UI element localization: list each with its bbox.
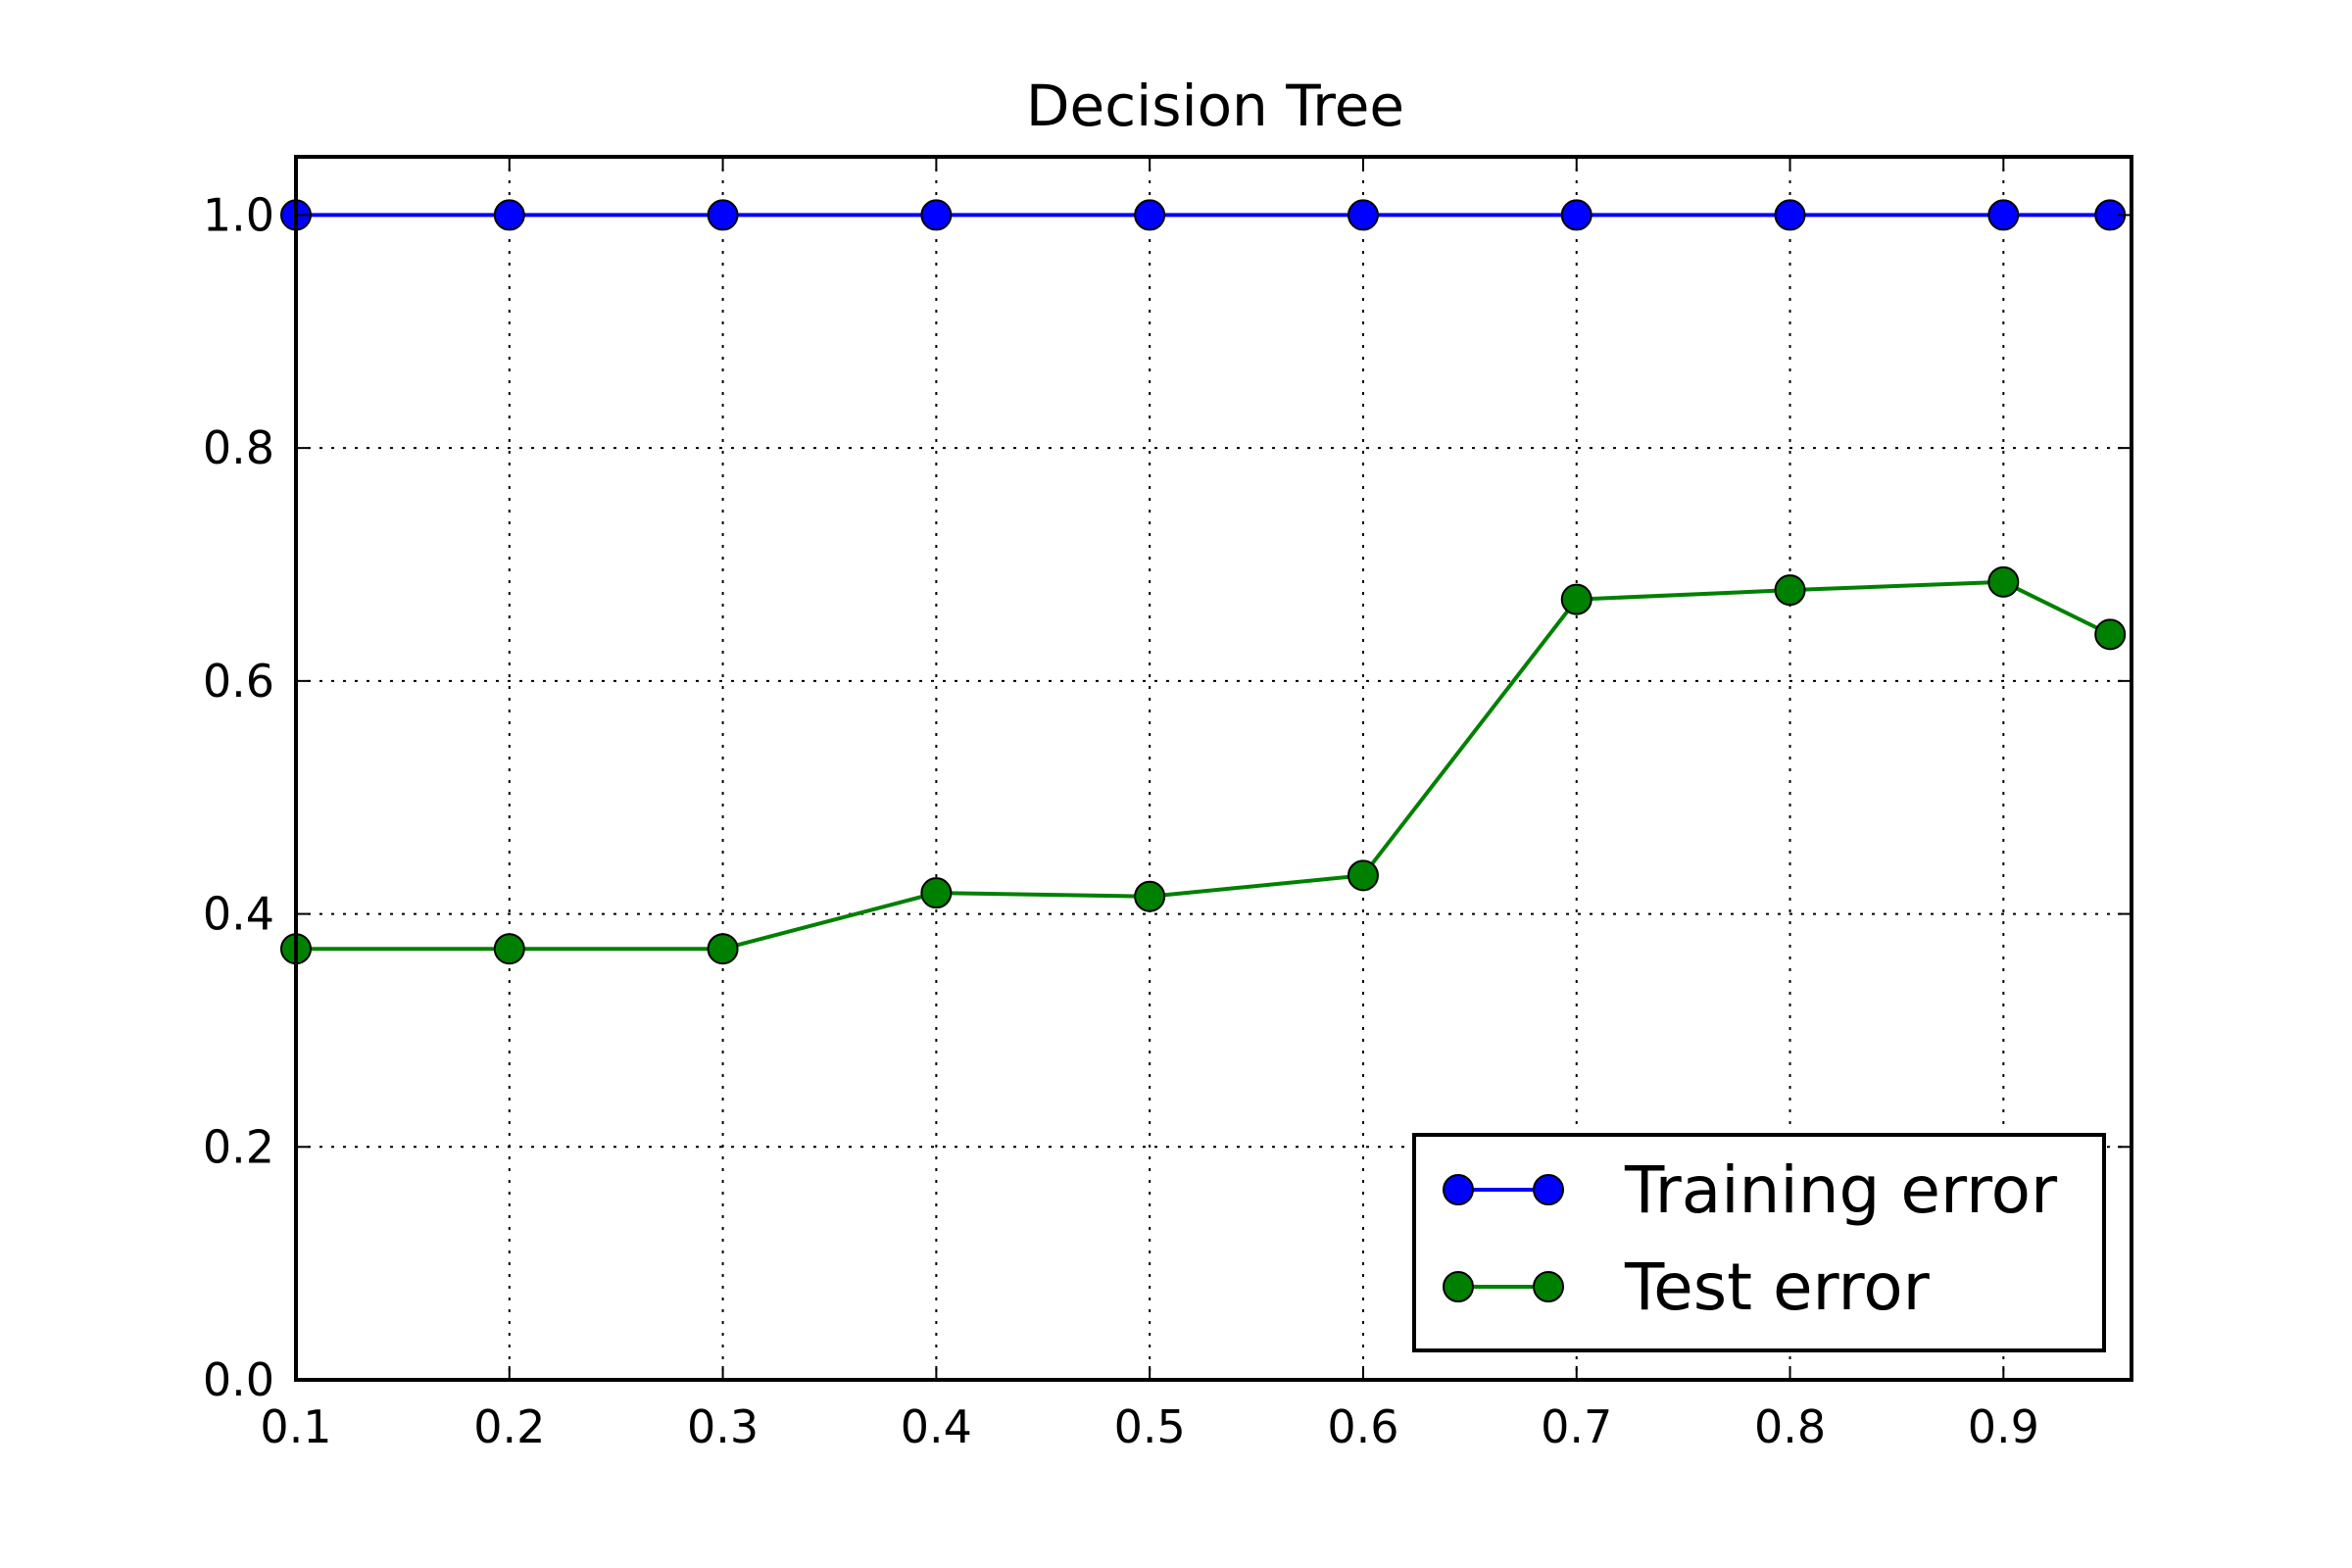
legend-test-error-marker (1533, 1271, 1564, 1302)
training-error-point (1347, 199, 1379, 231)
x-tick-label: 0.4 (901, 1400, 972, 1453)
legend-training-error-label: Training error (1624, 1152, 2058, 1228)
y-tick-label: 0.0 (203, 1353, 274, 1406)
legend-test-error-marker (1443, 1271, 1474, 1302)
x-tick-label: 0.1 (260, 1400, 331, 1453)
legend: Training error Test error (1412, 1133, 2106, 1352)
test-error-point (1347, 859, 1379, 892)
test-error-point (1560, 583, 1592, 615)
x-tick-label: 0.9 (1968, 1400, 2039, 1453)
training-error-point (707, 199, 739, 231)
x-tick-label: 0.2 (473, 1400, 545, 1453)
x-tick-label: 0.6 (1327, 1400, 1398, 1453)
test-error-point (707, 933, 739, 965)
test-error-point (2094, 618, 2127, 651)
y-tick-label: 0.4 (203, 888, 274, 941)
x-tick-label: 0.8 (1754, 1400, 1826, 1453)
legend-training-error-marker (1443, 1174, 1474, 1205)
y-tick-label: 0.6 (203, 655, 274, 708)
x-tick-label: 0.5 (1114, 1400, 1186, 1453)
plot-frame (294, 155, 2133, 1382)
training-error-point (1987, 199, 2020, 231)
axis-ticks: 0.1 0.2 0.3 0.4 0.5 0.6 0.7 0.8 0.9 0.0 0.2 0.4 0.6 0… (203, 157, 2132, 1453)
test-error-line (296, 579, 2112, 952)
series-layer (280, 199, 2127, 965)
test-error-point (1987, 565, 2020, 598)
test-error-point (1134, 880, 1166, 912)
test-error-point (493, 933, 525, 965)
x-tick-label: 0.7 (1541, 1400, 1612, 1453)
y-tick-label: 1.0 (203, 188, 274, 241)
y-tick-label: 0.2 (203, 1120, 274, 1173)
legend-box (1412, 1133, 2106, 1352)
training-error-point (920, 199, 953, 231)
legend-test-error-label: Test error (1624, 1250, 1931, 1325)
training-error-point (1774, 199, 1806, 231)
chart-title: Decision Tree (1026, 73, 1404, 139)
legend-training-error-marker (1533, 1174, 1564, 1205)
y-tick-label: 0.8 (203, 421, 274, 474)
test-error-point (920, 877, 953, 909)
x-tick-label: 0.3 (687, 1400, 759, 1453)
training-error-point (1560, 199, 1592, 231)
test-error-point (1774, 574, 1806, 607)
training-error-point (493, 199, 525, 231)
training-error-point (1134, 199, 1166, 231)
